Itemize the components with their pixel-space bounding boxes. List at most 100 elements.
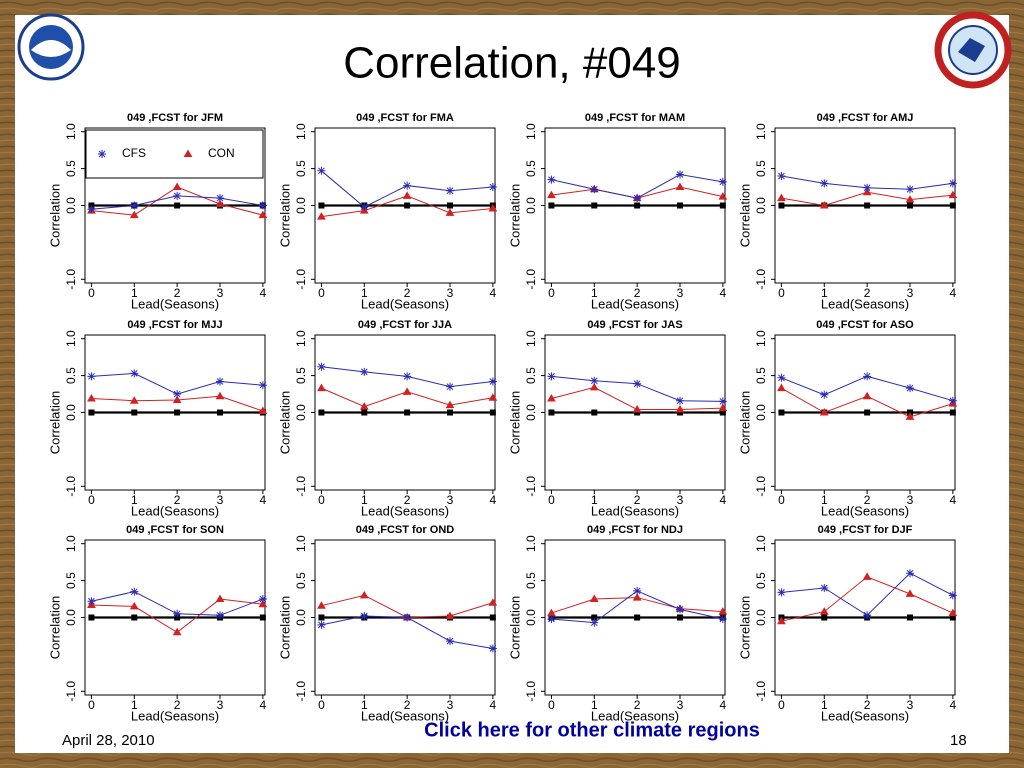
slide-title: Correlation, #049 (343, 39, 681, 88)
y-axis-label: Correlation (507, 596, 522, 660)
data-point (590, 618, 599, 627)
y-tick-label: 0.0 (294, 404, 308, 421)
data-point (777, 193, 786, 202)
data-point (778, 202, 785, 209)
data-point (718, 192, 728, 200)
data-point (216, 377, 224, 386)
data-point (404, 202, 411, 209)
chart-title: 049 ,FCST for SON (126, 524, 224, 536)
chart-title: 049 ,FCST for NDJ (587, 524, 683, 536)
data-point (488, 644, 497, 653)
y-tick-label: 0.0 (754, 609, 768, 626)
data-point (675, 182, 685, 191)
y-tick-label: 0.5 (64, 572, 78, 589)
data-point (777, 616, 786, 625)
y-tick-label: -1.0 (524, 681, 538, 702)
data-point (907, 202, 913, 209)
y-tick-label: 1.0 (754, 330, 768, 347)
data-point (258, 599, 268, 608)
y-tick-label: 0.0 (524, 404, 538, 421)
data-point (129, 210, 139, 219)
x-tick-label: 2 (174, 493, 181, 507)
y-tick-label: -1.0 (294, 476, 308, 497)
y-tick-label: -1.0 (754, 476, 768, 497)
x-tick-label: 3 (447, 286, 454, 300)
data-point (719, 202, 726, 209)
data-point (777, 373, 786, 382)
data-point (258, 381, 267, 390)
y-axis-label: Correlation (277, 391, 292, 455)
data-point (318, 409, 325, 416)
data-point (905, 589, 915, 597)
x-tick-label: 4 (720, 493, 727, 507)
data-point (131, 409, 138, 416)
y-tick-label: 1.0 (294, 330, 308, 347)
data-point (820, 179, 829, 188)
x-tick-label: 1 (361, 286, 368, 300)
x-tick-label: 3 (907, 698, 914, 712)
data-point (215, 199, 225, 208)
data-point (819, 201, 829, 209)
chart-title: 049 ,FCST for AMJ (817, 112, 914, 124)
data-point (318, 614, 325, 621)
chart-title: 049 ,FCST for MJJ (127, 319, 222, 331)
data-point (864, 409, 871, 416)
y-tick-label: -1.0 (524, 476, 538, 497)
y-tick-label: 0.0 (524, 609, 538, 626)
data-point (403, 181, 412, 190)
nws-logo (934, 11, 1012, 89)
data-point (402, 387, 412, 395)
x-tick-label: 3 (677, 286, 684, 300)
y-tick-label: 0.5 (64, 160, 78, 177)
data-point (718, 614, 727, 623)
data-point (88, 614, 95, 621)
x-tick-label: 0 (88, 286, 95, 300)
x-tick-label: 4 (720, 286, 727, 300)
data-point (317, 166, 326, 175)
chart-title: 049 ,FCST for MAM (585, 112, 685, 124)
x-tick-label: 0 (548, 493, 555, 507)
data-point (718, 403, 728, 412)
data-point (948, 608, 958, 617)
date: April 28, 2010 (62, 732, 155, 749)
data-point (488, 377, 497, 386)
x-tick-label: 4 (490, 286, 497, 300)
data-point (547, 190, 556, 199)
chart-title: 049 ,FCST for JFM (127, 112, 223, 124)
y-axis-label: Correlation (47, 184, 62, 248)
y-axis-label: Correlation (737, 391, 752, 455)
x-tick-label: 0 (778, 286, 785, 300)
x-tick-label: 1 (591, 286, 598, 300)
data-point (905, 412, 915, 420)
data-point (675, 405, 685, 413)
chart-panel: 049 ,FCST for AMJ 0 1 2 3 4 Lead(Seasons) 1.0 0.… (737, 112, 958, 311)
data-point (173, 191, 182, 200)
y-axis-label: Correlation (47, 596, 62, 660)
data-point (317, 601, 326, 609)
x-tick-label: 2 (404, 286, 411, 300)
data-point (403, 613, 412, 622)
x-tick-label: 4 (260, 286, 267, 300)
x-tick-label: 2 (404, 493, 411, 507)
data-point (87, 372, 96, 381)
data-point (632, 405, 642, 413)
climate-regions-link[interactable]: Click here for other climate regions (424, 719, 760, 741)
y-axis-label: Correlation (507, 391, 522, 455)
data-point (590, 376, 599, 385)
data-point (591, 202, 598, 209)
data-point (547, 614, 556, 623)
x-tick-label: 3 (677, 493, 684, 507)
y-tick-label: -1.0 (64, 269, 78, 290)
data-point (488, 598, 498, 606)
data-point (317, 620, 326, 629)
data-point (359, 590, 369, 599)
x-axis-label: Lead(Seasons) (361, 503, 449, 518)
y-tick-label: 0.5 (294, 160, 308, 177)
chart-panel: 049 ,FCST for JFM 0 1 2 3 4 Lead(Seasons) 1.0 0.… (47, 112, 268, 311)
x-tick-label: 1 (821, 493, 828, 507)
chart-title: 049 ,FCST for ASO (816, 319, 914, 331)
x-tick-label: 0 (548, 698, 555, 712)
data-point (129, 396, 139, 404)
data-point (217, 409, 223, 416)
